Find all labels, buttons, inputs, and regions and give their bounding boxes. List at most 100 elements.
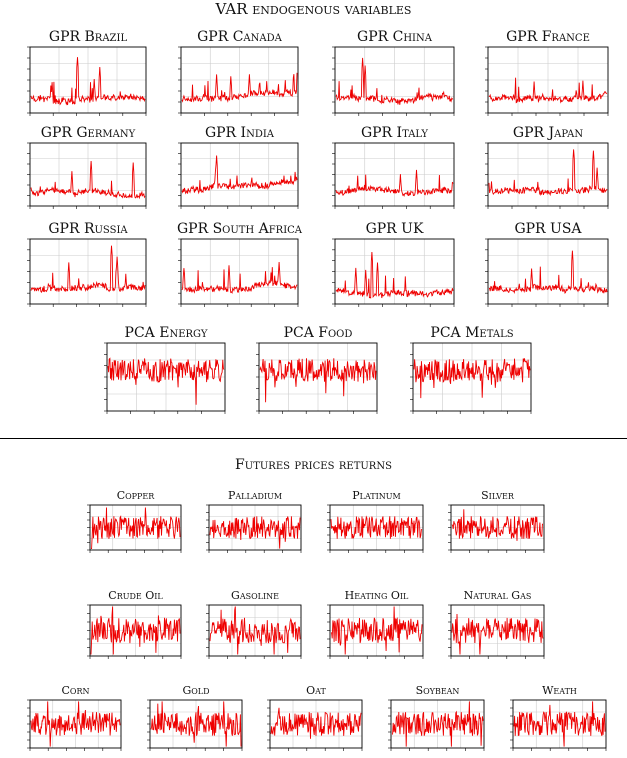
- gpr-italy-panel: GPR Italy: [332, 125, 455, 209]
- panel-title: Gasoline: [231, 589, 279, 602]
- series-line: [513, 701, 606, 747]
- series-line: [209, 516, 301, 549]
- panel-title: Gold: [182, 684, 209, 697]
- gpr-japan-panel: GPR Japan: [485, 125, 609, 209]
- panel-title: Silver: [481, 489, 515, 502]
- grid: [181, 47, 298, 113]
- panel-title: Copper: [117, 489, 156, 502]
- gasoline-panel: Gasoline: [206, 589, 302, 659]
- panel-title: Heating Oil: [345, 589, 409, 602]
- series-line: [30, 57, 146, 106]
- copper-panel: Copper: [87, 489, 182, 553]
- plot-frame: [450, 604, 545, 657]
- series-line: [335, 169, 454, 197]
- plot-frame: [334, 238, 455, 305]
- panel-title: GPR South Africa: [177, 221, 303, 237]
- section-divider: [0, 438, 627, 439]
- futures-section-title: Futures prices returns: [235, 457, 392, 473]
- plot-frame: [329, 504, 424, 551]
- grid: [30, 47, 146, 113]
- gpr-uk-panel: GPR UK: [332, 221, 455, 307]
- plot-frame: [390, 699, 485, 749]
- panel-title: PCA Energy: [125, 325, 208, 341]
- panel-title: GPR USA: [514, 221, 582, 237]
- plot-frame: [258, 342, 378, 412]
- platinum-panel: Platinum: [327, 489, 424, 553]
- panel-title: Soybean: [416, 684, 460, 697]
- plot-frame: [29, 46, 147, 114]
- plot-frame: [512, 699, 607, 749]
- plot-frame: [180, 142, 299, 207]
- series-line: [91, 507, 181, 550]
- series-line: [30, 160, 146, 200]
- gpr-brazil-panel: GPR Brazil: [27, 29, 147, 116]
- panel-title: GPR Canada: [197, 29, 283, 45]
- plot-frame: [29, 238, 147, 305]
- grid: [488, 239, 608, 304]
- corn-panel: Corn: [27, 684, 122, 751]
- plot-frame: [106, 342, 226, 412]
- crude-oil-panel: Crude Oil: [87, 589, 182, 659]
- gpr-russia-panel: GPR Russia: [27, 221, 147, 307]
- series-line: [181, 261, 298, 295]
- panel-title: Oat: [306, 684, 326, 697]
- series-line: [391, 701, 484, 747]
- panel-title: GPR China: [357, 29, 433, 45]
- gpr-canada-panel: GPR Canada: [178, 29, 299, 116]
- series-line: [181, 155, 298, 195]
- gpr-india-panel: GPR India: [178, 125, 299, 209]
- series-line: [30, 701, 121, 747]
- panel-title: GPR Russia: [48, 221, 128, 237]
- series-line: [451, 509, 543, 541]
- palladium-panel: Palladium: [206, 489, 302, 553]
- panel-title: GPR Germany: [41, 125, 136, 141]
- panel-title: PCA Food: [284, 325, 353, 341]
- oat-panel: Oat: [267, 684, 363, 751]
- plot-frame: [334, 46, 455, 114]
- plot-frame: [29, 142, 147, 207]
- plot-frame: [208, 604, 302, 657]
- panel-title: PCA Metals: [430, 325, 513, 341]
- grid: [335, 47, 454, 113]
- panel-title: GPR India: [205, 125, 275, 141]
- plot-frame: [412, 342, 532, 412]
- plot-frame: [329, 604, 424, 657]
- pca-food-panel: PCA Food: [256, 325, 378, 414]
- gpr-usa-panel: GPR USA: [485, 221, 609, 307]
- gold-panel: Gold: [147, 684, 243, 751]
- weath-panel: Weath: [510, 684, 607, 751]
- panel-title: GPR UK: [366, 221, 424, 237]
- plot-frame: [29, 699, 122, 749]
- plot-frame: [89, 504, 182, 551]
- pca-energy-panel: PCA Energy: [104, 325, 226, 414]
- plot-frame: [487, 46, 609, 114]
- grid: [30, 239, 146, 304]
- gpr-china-panel: GPR China: [332, 29, 455, 116]
- gpr-south-africa-panel: GPR South Africa: [177, 221, 303, 307]
- series-line: [488, 250, 608, 295]
- panel-title: GPR Italy: [361, 125, 428, 141]
- series-line: [488, 149, 608, 197]
- natural-gas-panel: Natural Gas: [448, 589, 545, 659]
- plot-frame: [334, 142, 455, 207]
- plot-frame: [208, 504, 302, 551]
- series-line: [488, 77, 608, 104]
- plot-frame: [180, 238, 299, 305]
- grid: [451, 505, 544, 550]
- plot-frame: [487, 142, 609, 207]
- series-line: [107, 357, 225, 405]
- grid: [209, 605, 301, 656]
- series-line: [181, 72, 298, 103]
- heating-oil-panel: Heating Oil: [327, 589, 424, 659]
- panel-title: Crude Oil: [108, 589, 163, 602]
- series-line: [335, 251, 454, 299]
- grid: [335, 143, 454, 206]
- grid: [488, 47, 608, 113]
- gpr-france-panel: GPR France: [485, 29, 609, 116]
- grid: [488, 143, 608, 206]
- series-line: [270, 707, 362, 739]
- panel-title: Palladium: [228, 489, 282, 502]
- panel-title: Natural Gas: [464, 589, 532, 602]
- plot-frame: [450, 504, 545, 551]
- plot-frame: [149, 699, 243, 749]
